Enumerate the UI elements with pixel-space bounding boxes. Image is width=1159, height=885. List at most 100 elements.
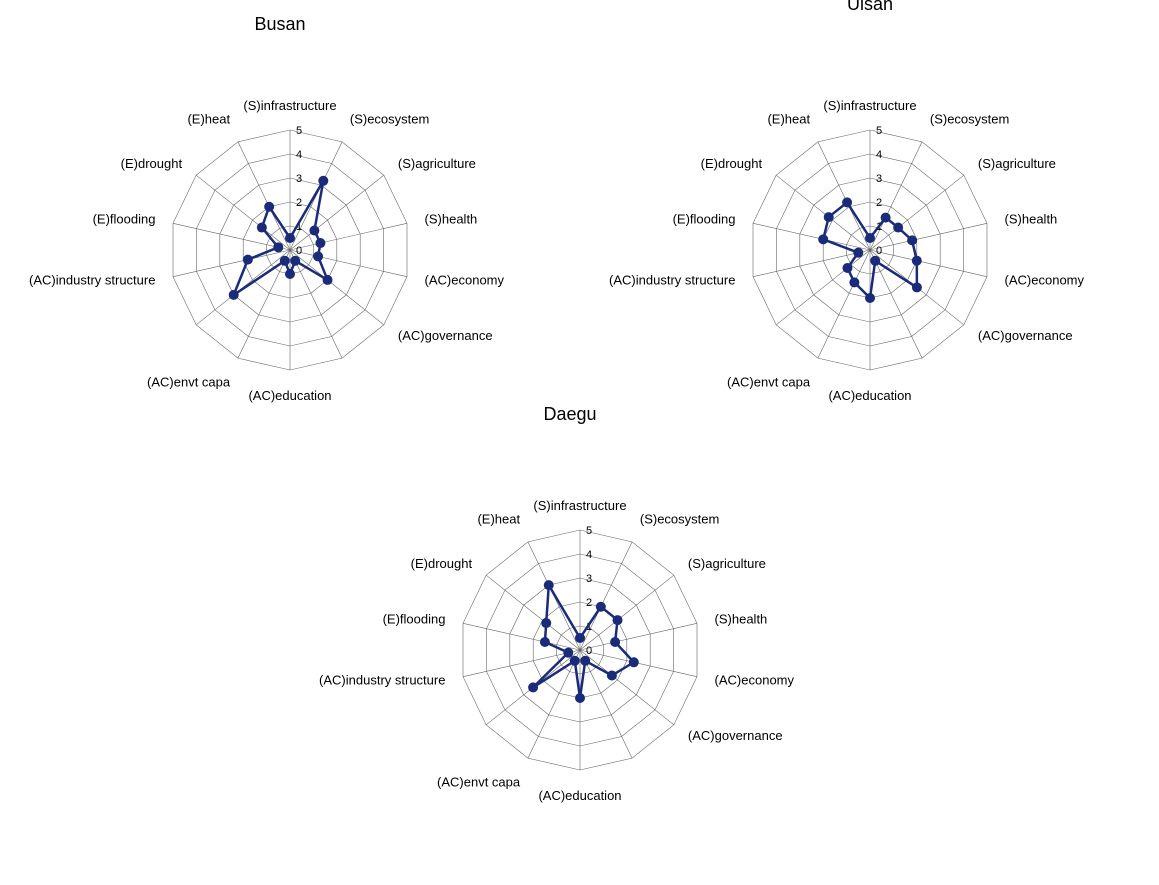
axis-label: (S)health [1005,211,1058,226]
data-marker [818,234,828,244]
data-marker [318,176,328,186]
radial-tick-label: 3 [876,173,882,185]
axis-label: (S)health [715,611,768,626]
axis-label: (E)flooding [673,211,736,226]
axis-label: (AC)industry structure [609,273,735,288]
axis-label: (AC)envt capa [147,374,231,389]
data-marker [528,682,538,692]
data-marker [824,212,834,222]
data-polygon [234,181,328,295]
data-marker [285,233,295,243]
grid-spoke [196,175,290,250]
axis-label: (AC)economy [425,273,505,288]
axis-label: (AC)education [538,788,621,803]
grid-spoke [290,250,407,277]
data-marker [865,233,875,243]
axis-label: (S)agriculture [978,156,1056,171]
radial-tick-label: 4 [296,149,302,161]
axis-label: (AC)envt capa [437,774,521,789]
axis-label: (S)ecosystem [350,112,429,127]
grid-spoke [173,223,290,250]
axis-label: (E)flooding [93,211,156,226]
chart-title: Busan [254,14,305,34]
data-marker [870,256,880,266]
axis-label: (AC)industry structure [319,673,445,688]
data-marker [893,223,903,233]
radar-charts-svg: Busan012345(S)infrastructure(S)ecosystem… [0,0,1159,880]
data-marker [243,255,253,265]
axis-label: (E)drought [121,156,183,171]
data-marker [629,657,639,667]
data-marker [912,282,922,292]
axis-label: (S)ecosystem [930,112,1009,127]
data-marker [264,202,274,212]
axis-label: (S)health [425,211,478,226]
data-marker [541,618,551,628]
grid-spoke [290,250,384,325]
data-marker [610,637,620,647]
axis-label: (S)agriculture [688,556,766,571]
radial-tick-label: 5 [586,525,592,537]
chart-title: Daegu [543,404,596,424]
radial-tick-label: 0 [876,245,882,257]
data-marker [849,277,859,287]
data-marker [570,656,580,666]
axis-label: (E)heat [767,112,810,127]
chart-title: Ulsan [847,0,893,14]
axis-label: (S)infrastructure [533,498,626,513]
data-marker [842,197,852,207]
radial-tick-label: 3 [296,173,302,185]
axis-label: (AC)envt capa [727,374,811,389]
data-marker [596,602,606,612]
radial-tick-label: 3 [586,573,592,585]
axis-label: (S)agriculture [398,156,476,171]
grid-spoke [580,623,697,650]
grid-spoke [290,223,407,250]
radial-tick-label: 5 [296,125,302,137]
radial-tick-label: 0 [586,645,592,657]
data-marker [607,670,617,680]
data-marker [273,242,283,252]
data-marker [544,580,554,590]
grid-spoke [753,250,870,277]
data-marker [907,235,917,245]
radial-tick-label: 4 [586,549,592,561]
data-marker [563,648,573,658]
grid-spoke [870,175,964,250]
axis-label: (AC)governance [398,328,493,343]
axis-label: (AC)education [828,388,911,403]
grid-spoke [463,623,580,650]
data-marker [313,251,323,261]
data-marker [229,290,239,300]
grid-spoke [870,250,987,277]
radial-tick-label: 5 [876,125,882,137]
data-marker [842,263,852,273]
grid-spoke [776,250,870,325]
radial-tick-label: 4 [876,149,882,161]
axis-label: (AC)education [248,388,331,403]
grid-spoke [870,223,987,250]
data-marker [323,275,333,285]
grid-spoke [580,650,674,725]
axis-label: (E)heat [187,112,230,127]
data-marker [280,256,290,266]
data-marker [309,226,319,236]
data-marker [881,213,891,223]
radial-tick-label: 2 [296,197,302,209]
axis-label: (S)ecosystem [640,512,719,527]
data-marker [613,615,623,625]
grid-spoke [753,223,870,250]
data-marker [257,223,267,233]
axis-label: (AC)industry structure [29,273,155,288]
axis-label: (E)drought [411,556,473,571]
data-marker [853,248,863,258]
axis-label: (AC)governance [978,328,1073,343]
grid-spoke [173,250,290,277]
axis-label: (AC)governance [688,728,783,743]
radial-tick-label: 0 [296,245,302,257]
data-marker [912,256,922,266]
data-marker [580,656,590,666]
axis-label: (S)infrastructure [243,98,336,113]
axis-label: (E)drought [701,156,763,171]
data-marker [290,256,300,266]
